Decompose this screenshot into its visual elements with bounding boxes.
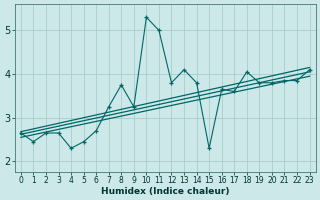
X-axis label: Humidex (Indice chaleur): Humidex (Indice chaleur)	[101, 187, 229, 196]
